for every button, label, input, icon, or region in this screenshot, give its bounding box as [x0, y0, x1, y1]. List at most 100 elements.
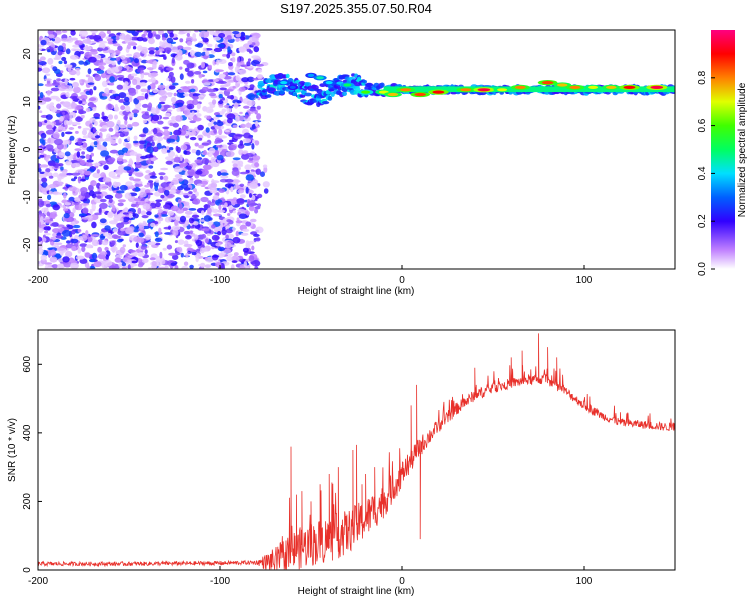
heatmap-noise-cell [183, 243, 193, 248]
heatmap-noise-cell [109, 76, 115, 83]
heatmap-noise-cell [57, 50, 63, 56]
heatmap-signal-cell [342, 91, 347, 97]
heatmap-noise-cell [191, 79, 195, 84]
heatmap-noise-cell [235, 220, 243, 224]
heatmap-noise-cell [233, 102, 239, 109]
heatmap-noise-cell [226, 53, 231, 59]
heatmap-noise-cell [59, 70, 64, 74]
heatmap-noise-cell [38, 61, 47, 66]
heatmap-noise-cell [50, 223, 54, 227]
heatmap-noise-cell [227, 205, 234, 211]
heatmap-noise-cell [80, 159, 86, 166]
heatmap-noise-cell [257, 193, 263, 199]
heatmap-noise-cell [114, 132, 120, 138]
heatmap-noise-cell [212, 213, 222, 217]
heatmap-noise-cell [209, 147, 216, 154]
heatmap-noise-cell [218, 73, 226, 79]
heatmap-noise-cell [45, 144, 54, 151]
heatmap-noise-cell [38, 168, 42, 172]
heatmap-noise-cell [90, 234, 100, 237]
heatmap-noise-cell [55, 30, 62, 35]
heatmap-noise-cell [137, 207, 142, 215]
heatmap-noise-cell [48, 175, 54, 179]
heatmap-noise-cell [140, 59, 148, 64]
heatmap-noise-cell [131, 109, 140, 114]
heatmap-noise-cell [195, 191, 199, 197]
heatmap-layer [38, 30, 675, 269]
heatmap-noise-cell [216, 154, 224, 161]
heatmap-noise-cell [144, 174, 153, 180]
heatmap-noise-cell [224, 178, 234, 183]
snr-ytick-label: 400 [22, 424, 33, 441]
heatmap-noise-cell [235, 37, 240, 42]
heatmap-noise-cell [120, 55, 126, 60]
heatmap-signal-cell [354, 86, 361, 92]
heatmap-noise-cell [142, 203, 151, 210]
heatmap-noise-cell [180, 144, 188, 151]
heatmap-noise-cell [40, 150, 44, 154]
heatmap-xtick-label: 0 [399, 275, 405, 286]
heatmap-noise-cell [177, 198, 182, 204]
colorbar-ticks: 0.0 0.2 0.4 0.6 0.8 [697, 70, 715, 276]
heatmap-noise-cell [254, 140, 260, 146]
heatmap-noise-cell [247, 200, 256, 207]
heatmap-noise-cell [123, 166, 132, 171]
heatmap-xtick-label: -100 [210, 275, 230, 286]
heatmap-noise-cell [55, 235, 64, 239]
heatmap-noise-cell [91, 239, 99, 247]
heatmap-noise-cell [115, 182, 121, 187]
heatmap-noise-cell [246, 76, 255, 83]
heatmap-noise-cell [38, 228, 44, 233]
heatmap-noise-cell [248, 50, 253, 54]
heatmap-noise-cell [89, 117, 96, 123]
heatmap-noise-cell [86, 236, 93, 243]
heatmap-noise-cell [217, 43, 225, 48]
heatmap-noise-cell [89, 190, 95, 197]
heatmap-noise-cell [69, 54, 79, 60]
heatmap-noise-cell [133, 52, 141, 59]
heatmap-noise-cell [116, 74, 125, 78]
heatmap-noise-cell [186, 103, 195, 110]
heatmap-noise-cell [117, 238, 123, 243]
heatmap-noise-cell [207, 43, 213, 48]
heatmap-noise-cell [51, 264, 59, 269]
heatmap-noise-cell [136, 30, 144, 33]
heatmap-noise-cell [200, 61, 205, 69]
heatmap-noise-cell [248, 205, 256, 212]
heatmap-noise-cell [61, 56, 67, 62]
heatmap-noise-cell [85, 154, 91, 160]
heatmap-noise-cell [161, 37, 167, 41]
heatmap-noise-cell [100, 31, 104, 35]
heatmap-noise-cell [212, 99, 217, 105]
heatmap-noise-cell [137, 252, 145, 257]
heatmap-noise-cell [237, 208, 246, 213]
heatmap-noise-cell [99, 184, 108, 190]
heatmap-noise-cell [80, 114, 85, 119]
heatmap-noise-cell [158, 48, 165, 52]
heatmap-noise-cell [211, 224, 216, 229]
heatmap-noise-cell [245, 122, 253, 129]
heatmap-noise-cell [154, 231, 159, 238]
heatmap-noise-cell [71, 229, 76, 235]
heatmap-noise-cell [236, 198, 245, 205]
heatmap-noise-cell [244, 114, 249, 119]
heatmap-noise-cell [94, 212, 102, 216]
heatmap-noise-cell [67, 121, 74, 125]
heatmap-noise-cell [192, 238, 196, 242]
heatmap-noise-cell [71, 245, 77, 252]
colorbar-tick-label: 0.2 [697, 214, 708, 228]
heatmap-noise-cell [41, 67, 51, 74]
heatmap-noise-cell [220, 172, 229, 176]
heatmap-noise-cell [72, 44, 80, 48]
heatmap-noise-cell [73, 202, 80, 206]
heatmap-noise-cell [220, 175, 229, 179]
heatmap-noise-cell [155, 108, 160, 114]
heatmap-noise-cell [160, 194, 165, 199]
heatmap-noise-cell [97, 47, 104, 52]
heatmap-noise-cell [226, 95, 234, 99]
heatmap-noise-cell [52, 172, 59, 177]
heatmap-noise-cell [256, 113, 262, 120]
heatmap-noise-cell [70, 37, 79, 41]
heatmap-signal-peak [569, 85, 581, 89]
heatmap-noise-cell [158, 227, 162, 234]
